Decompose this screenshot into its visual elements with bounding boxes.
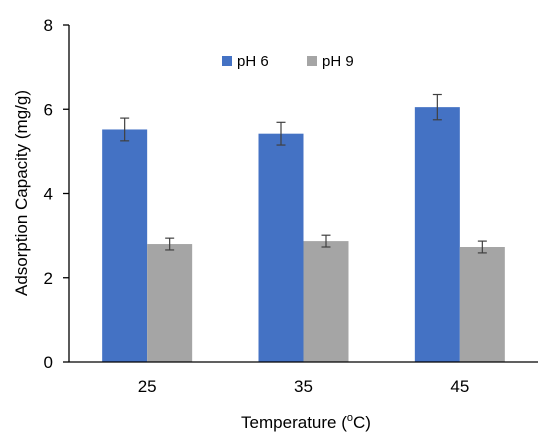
x-axis-label-tail: C) xyxy=(353,413,371,432)
y-tick-label: 0 xyxy=(44,353,53,372)
x-tick-labels: 25 35 45 xyxy=(138,377,470,396)
error-bar xyxy=(165,237,175,251)
bar-ph-6-35 xyxy=(258,133,304,362)
error-bar xyxy=(432,93,442,121)
bar-ph-9-35 xyxy=(303,241,349,362)
error-bar xyxy=(276,121,286,146)
legend: pH 6 pH 9 xyxy=(222,53,354,70)
bars-layer xyxy=(102,107,505,362)
error-bar xyxy=(120,117,130,142)
y-tick-label: 2 xyxy=(44,269,53,288)
bar-ph-9-45 xyxy=(459,246,505,362)
x-tick-label: 35 xyxy=(294,377,313,396)
x-tick-label: 25 xyxy=(138,377,157,396)
y-tick-label: 6 xyxy=(44,100,53,119)
legend-label: pH 9 xyxy=(322,53,354,70)
error-bar xyxy=(321,234,331,248)
x-axis-label-superscript: o xyxy=(347,412,353,424)
x-axis-label: Temperature (oC) xyxy=(241,412,371,432)
bar-ph-6-25 xyxy=(102,129,148,362)
error-bars-layer xyxy=(120,93,487,254)
legend-item: pH 9 xyxy=(307,53,354,70)
legend-swatch xyxy=(222,56,232,66)
error-bar xyxy=(477,240,487,254)
y-ticks: 0 2 4 6 8 xyxy=(44,16,69,372)
x-tick-label: 45 xyxy=(450,377,469,396)
bar-ph-9-25 xyxy=(147,244,193,362)
legend-swatch xyxy=(307,56,317,66)
bar-ph-6-45 xyxy=(414,107,460,362)
y-tick-label: 4 xyxy=(44,185,53,204)
y-axis-label: Adsorption Capacity (mg/g) xyxy=(12,90,31,296)
legend-item: pH 6 xyxy=(222,53,269,70)
legend-label: pH 6 xyxy=(237,53,269,70)
x-axis-label-main: Temperature ( xyxy=(241,413,347,432)
y-tick-label: 8 xyxy=(44,16,53,35)
